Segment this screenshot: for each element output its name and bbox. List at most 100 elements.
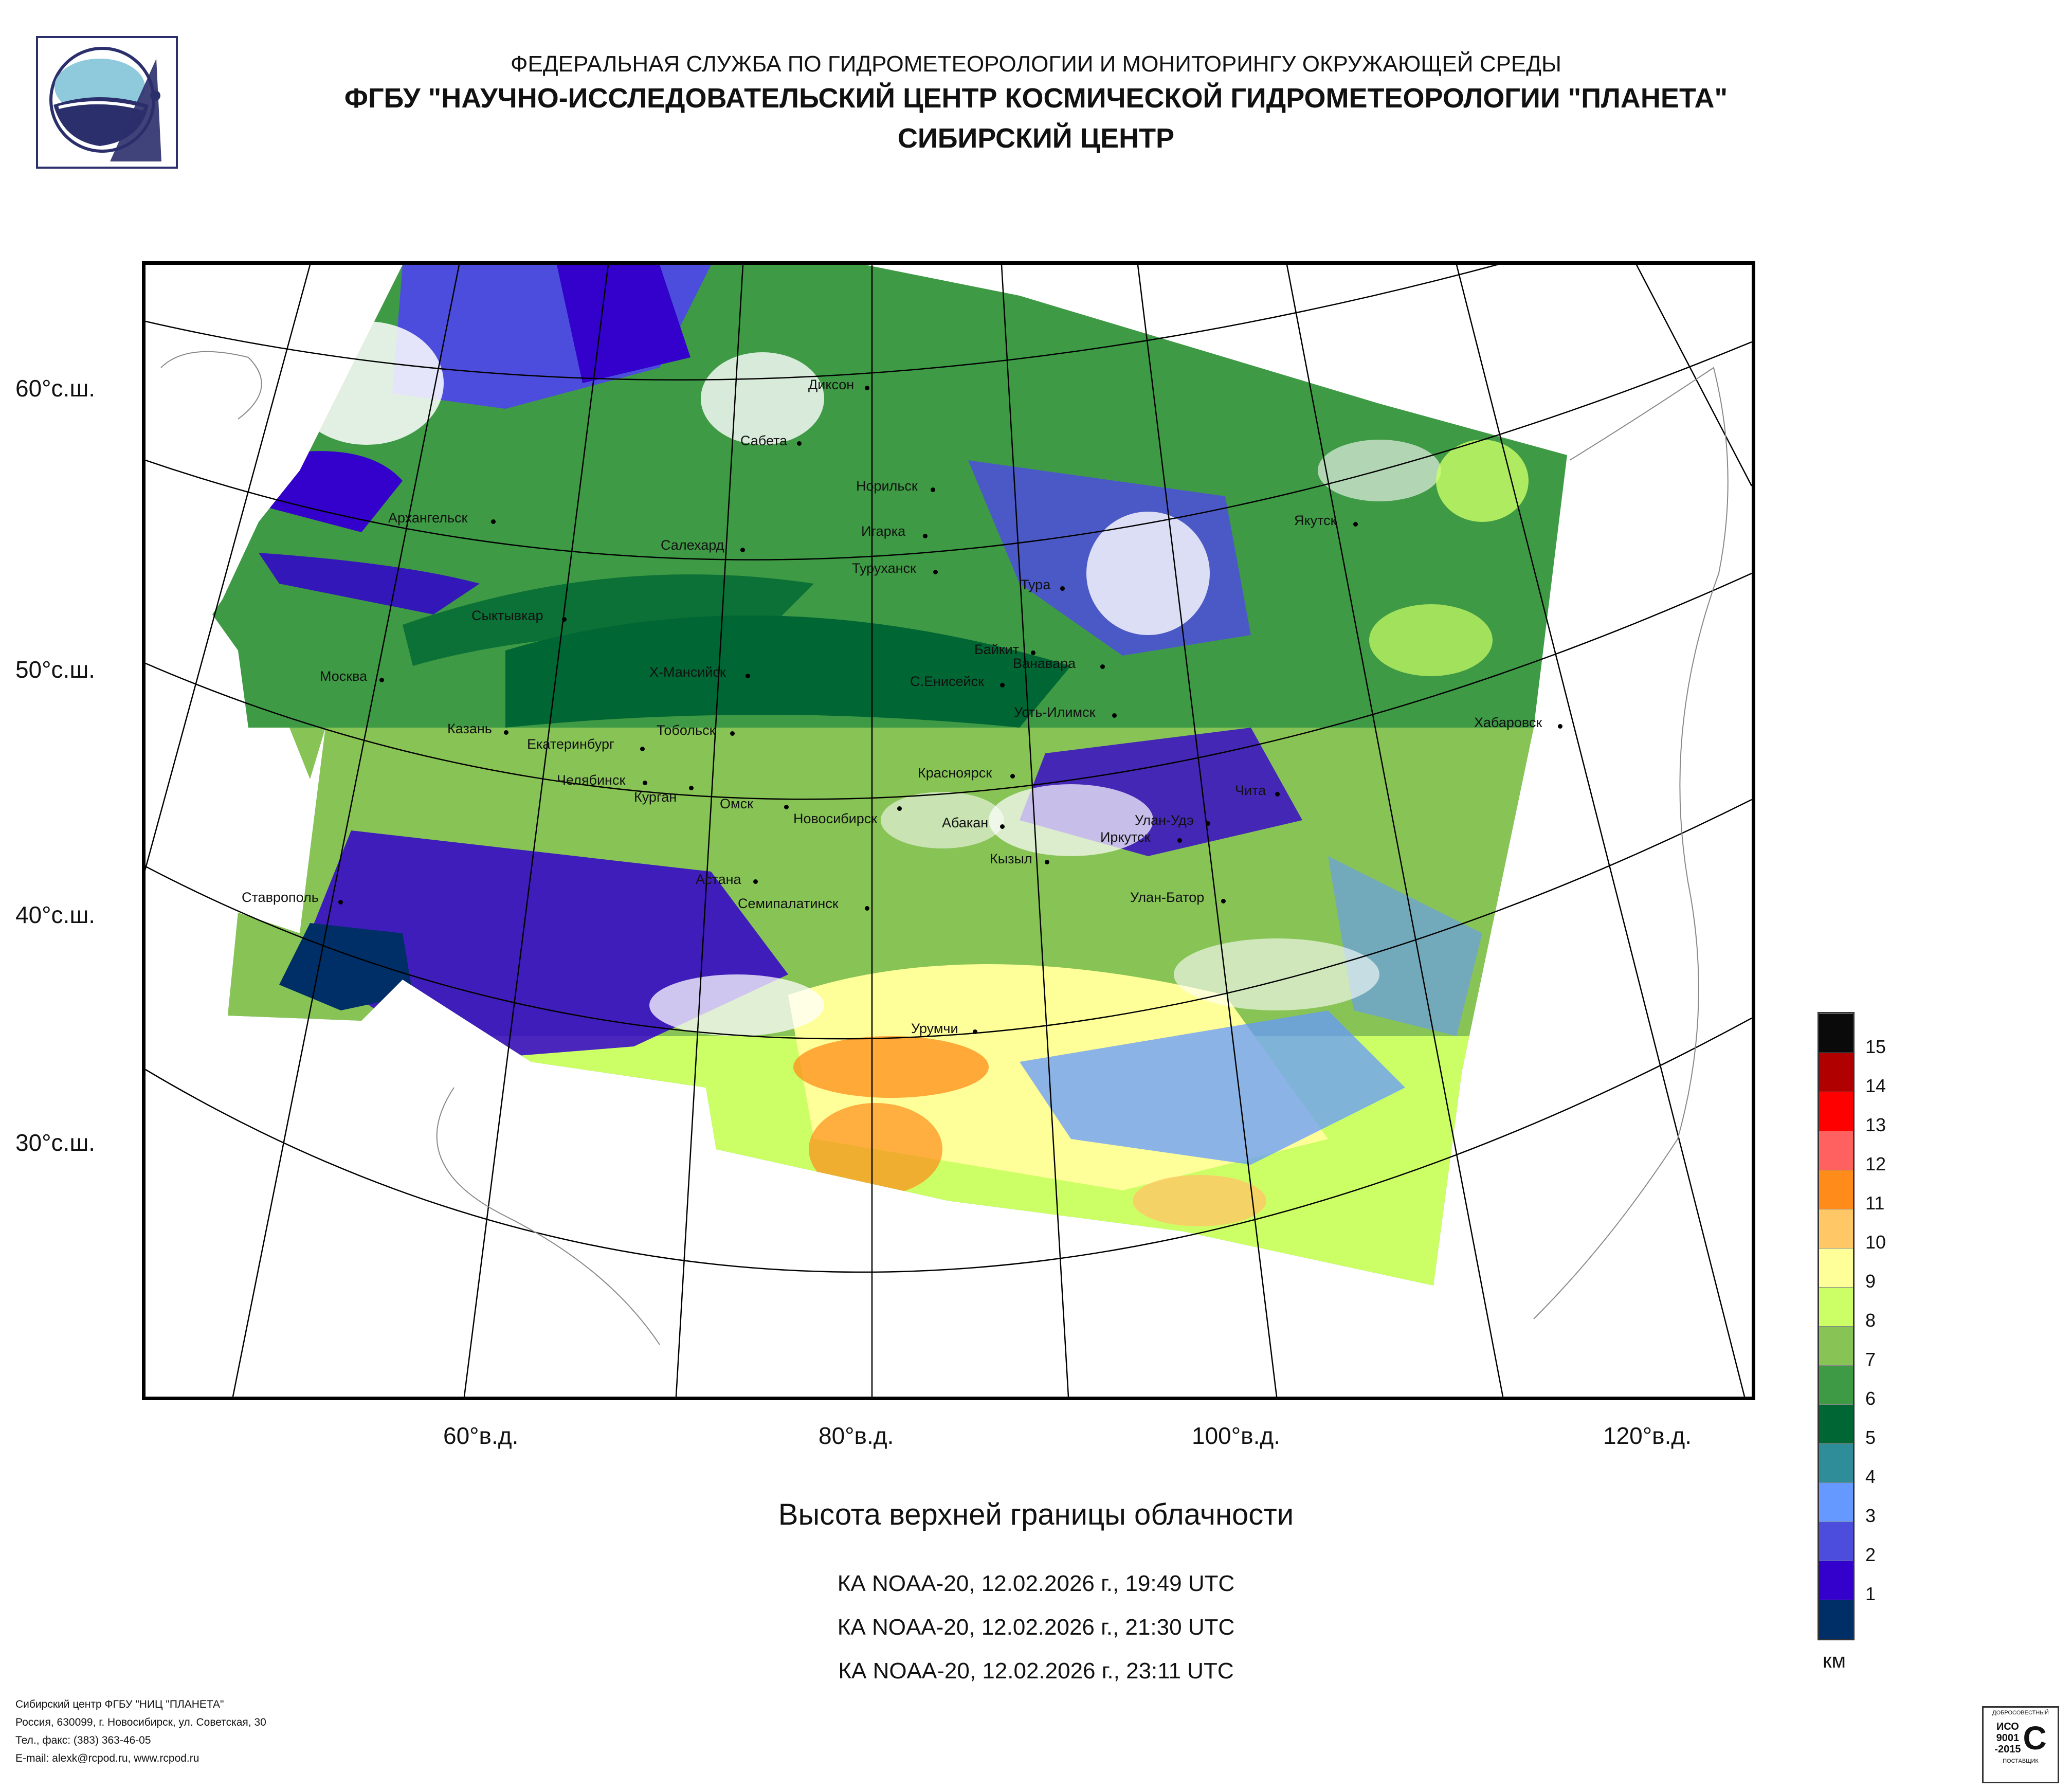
lon-label-60: 60°в.д. (443, 1422, 519, 1449)
city-label: Улан-Батор (1130, 890, 1205, 905)
map-caption: Высота верхней границы облачности (778, 1498, 1294, 1531)
legend-swatch (1819, 1209, 1853, 1248)
planeta-logo (36, 36, 178, 169)
city-label: Курган (634, 789, 677, 805)
iso-year: -2015 (1994, 1744, 2021, 1755)
city-marker (931, 487, 935, 492)
city-label: Якутск (1294, 513, 1337, 528)
city-label: Абакан (942, 815, 989, 830)
legend-swatch (1819, 1404, 1853, 1443)
city-marker (689, 786, 694, 790)
city-marker (1000, 824, 1005, 829)
city-marker (865, 386, 869, 390)
city-label: Омск (720, 796, 753, 811)
legend-swatch (1819, 1482, 1853, 1522)
header-agency: ФЕДЕРАЛЬНАЯ СЛУЖБА ПО ГИДРОМЕТЕОРОЛОГИИ … (511, 51, 1561, 77)
legend-swatch (1819, 1170, 1853, 1209)
height-legend (1817, 1012, 1855, 1640)
footer-address: Россия, 630099, г. Новосибирск, ул. Сове… (15, 1716, 266, 1728)
legend-label: 6 (1865, 1388, 1876, 1409)
header-institute: ФГБУ "НАУЧНО-ИССЛЕДОВАТЕЛЬСКИЙ ЦЕНТР КОС… (344, 83, 1728, 114)
iso-certification-badge: ДОБРОСОВЕСТНЫЙ ИСО 9001 -2015 C ПОСТАВЩИ… (1982, 1706, 2059, 1783)
city-label: Норильск (856, 478, 918, 494)
lon-label-80: 80°в.д. (819, 1422, 894, 1449)
city-marker (1000, 683, 1005, 688)
city-label: Игарка (861, 523, 906, 539)
city-marker (1558, 724, 1562, 729)
city-marker (504, 730, 508, 735)
city-marker (1060, 586, 1065, 591)
legend-label: 7 (1865, 1349, 1876, 1370)
city-marker (1100, 664, 1105, 669)
legend-label: 4 (1865, 1466, 1876, 1487)
legend-swatch (1819, 1287, 1853, 1326)
city-label: Москва (320, 668, 368, 684)
legend-label: 9 (1865, 1271, 1876, 1292)
legend-swatch (1819, 1053, 1853, 1092)
city-label: Улан-Удэ (1135, 812, 1194, 828)
city-marker (897, 806, 902, 811)
city-marker (933, 570, 938, 574)
city-marker (973, 1029, 977, 1034)
city-marker (1206, 821, 1210, 826)
city-label: Кызыл (990, 851, 1032, 866)
city-marker (1031, 650, 1035, 655)
lon-label-120: 120°в.д. (1603, 1422, 1692, 1449)
city-label: Тура (1021, 577, 1051, 592)
footer-contacts: E-mail: alexk@rcpod.ru, www.rcpod.ru (15, 1752, 199, 1764)
city-marker (797, 441, 802, 446)
footer-phone: Тел., факс: (383) 363-46-05 (15, 1734, 151, 1746)
city-marker (640, 747, 645, 751)
city-label: Ставрополь (242, 890, 319, 905)
city-label: С.Енисейск (910, 674, 984, 689)
satellite-pass: КА NOAA-20, 12.02.2026 г., 21:30 UTC (837, 1615, 1235, 1640)
city-label: Х-Мансийск (649, 664, 726, 680)
city-marker (1045, 860, 1049, 864)
legend-swatch (1819, 1092, 1853, 1131)
cloud-top-height-map (142, 261, 1755, 1400)
city-label: Сыктывкар (471, 608, 543, 623)
legend-swatch (1819, 1561, 1853, 1600)
city-label: Диксон (808, 377, 855, 392)
legend-label: 11 (1865, 1192, 1885, 1214)
lat-label-40: 40°с.ш. (15, 901, 96, 928)
lat-label-30: 30°с.ш. (15, 1129, 96, 1156)
city-marker (379, 678, 384, 682)
city-marker (784, 805, 789, 809)
city-marker (1010, 774, 1015, 779)
legend-label: 2 (1865, 1544, 1876, 1565)
city-label: Сабета (740, 433, 788, 448)
city-label: Екатеринбург (527, 736, 614, 752)
legend-label: 3 (1865, 1505, 1876, 1526)
city-label: Хабаровск (1474, 715, 1542, 730)
legend-label: 15 (1865, 1036, 1886, 1057)
city-label: Казань (447, 721, 492, 736)
city-label: Салехард (661, 537, 724, 553)
city-label: Урумчи (911, 1021, 958, 1036)
city-marker (1221, 899, 1226, 903)
city-marker (865, 906, 869, 911)
city-label: Байкит (974, 642, 1020, 657)
satellite-pass: КА NOAA-20, 12.02.2026 г., 19:49 UTC (837, 1571, 1235, 1596)
city-marker (562, 617, 567, 622)
city-label: Иркутск (1100, 829, 1151, 845)
iso-top: ДОБРОСОВЕСТНЫЙ (1992, 1710, 2049, 1716)
city-label: Туруханск (852, 560, 916, 576)
city-marker (1275, 792, 1280, 797)
city-marker (753, 879, 758, 884)
legend-swatch (1819, 1248, 1853, 1287)
legend-label: 5 (1865, 1427, 1876, 1448)
legend-swatch (1819, 1131, 1853, 1170)
city-label: Челябинск (557, 772, 626, 788)
city-marker (1353, 522, 1358, 527)
legend-label: 13 (1865, 1114, 1886, 1135)
c-letter-icon: C (2023, 1720, 2047, 1757)
city-marker (338, 900, 343, 904)
iso-text: ИСО (1996, 1721, 2019, 1732)
city-label: Ванавара (1013, 656, 1076, 671)
header-center: СИБИРСКИЙ ЦЕНТР (897, 123, 1175, 154)
city-label: Чита (1235, 783, 1266, 798)
city-marker (923, 534, 928, 538)
city-label: Архангельск (388, 510, 468, 526)
city-marker (1112, 713, 1117, 718)
